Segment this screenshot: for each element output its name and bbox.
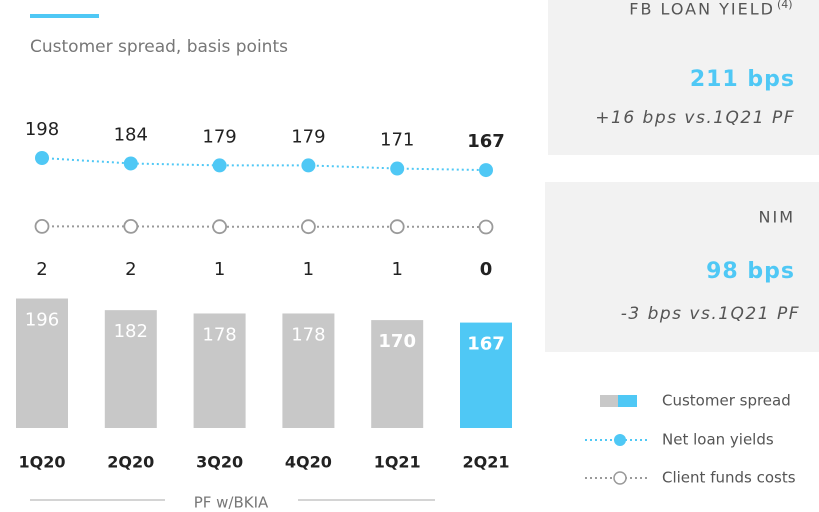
legend-swatch: [600, 395, 618, 407]
bar: [282, 313, 335, 428]
point: [212, 158, 227, 173]
point: [35, 151, 49, 165]
bar-label: 170: [378, 331, 416, 352]
panel-label: FB LOAN YIELD: [629, 0, 775, 19]
legend-marker: [613, 471, 627, 485]
series-line: [41, 157, 487, 172]
bar-label: 178: [202, 324, 236, 345]
point-label: 198: [25, 119, 59, 140]
point: [123, 156, 138, 171]
point-label: 179: [291, 126, 325, 147]
series-line: [42, 225, 487, 228]
chart-title: Customer spread, basis points: [30, 37, 288, 57]
point-label: 2: [36, 259, 47, 280]
x-tick-label: 2Q21: [463, 453, 510, 472]
legend-swatch: [618, 395, 637, 407]
bar-label: 178: [291, 324, 325, 345]
point-label: 2: [125, 259, 136, 280]
bar-label: 196: [25, 310, 59, 331]
point: [479, 163, 493, 178]
x-axis-label: PF w/BKIA: [194, 494, 269, 512]
point: [212, 219, 228, 235]
panel-value: 211 bps: [690, 67, 795, 92]
bar: [371, 320, 424, 428]
x-tick-label: 1Q20: [19, 453, 66, 472]
x-tick-label: 3Q20: [196, 453, 243, 472]
point: [300, 219, 316, 235]
point: [389, 219, 405, 235]
point-label: 0: [480, 259, 493, 280]
point-label: 1: [391, 259, 402, 280]
bar: [104, 310, 157, 428]
legend-label: Customer spread: [662, 392, 791, 410]
point: [478, 219, 494, 235]
point: [301, 158, 316, 173]
point-label: 1: [214, 259, 225, 280]
point-label: 179: [202, 126, 236, 147]
point-label: 167: [467, 131, 505, 152]
point: [123, 218, 139, 234]
x-tick-label: 4Q20: [285, 453, 332, 472]
bar: [460, 322, 512, 428]
panel-change: -3 bps vs.1Q21 PF: [621, 304, 800, 324]
point: [34, 218, 50, 234]
panel-value: 98 bps: [706, 259, 795, 284]
x-tick-label: 1Q21: [374, 453, 421, 472]
panel-change: +16 bps vs.1Q21 PF: [595, 108, 795, 128]
bar: [16, 298, 68, 428]
panel: [548, 0, 819, 155]
legend-label: Client funds costs: [662, 469, 796, 487]
panel-note: (4): [777, 0, 793, 11]
accent-bar: [30, 14, 99, 18]
legend-marker: [614, 434, 626, 446]
panel: [545, 182, 819, 352]
panel-label: NIM: [759, 208, 796, 227]
point: [390, 161, 405, 176]
x-tick-label: 2Q20: [107, 453, 154, 472]
bar-label: 167: [467, 334, 505, 355]
point-label: 1: [303, 259, 314, 280]
point-label: 184: [114, 124, 148, 145]
point-label: 171: [380, 130, 414, 151]
legend-label: Net loan yields: [662, 431, 774, 449]
bar-label: 182: [114, 321, 148, 342]
bar: [193, 313, 246, 428]
